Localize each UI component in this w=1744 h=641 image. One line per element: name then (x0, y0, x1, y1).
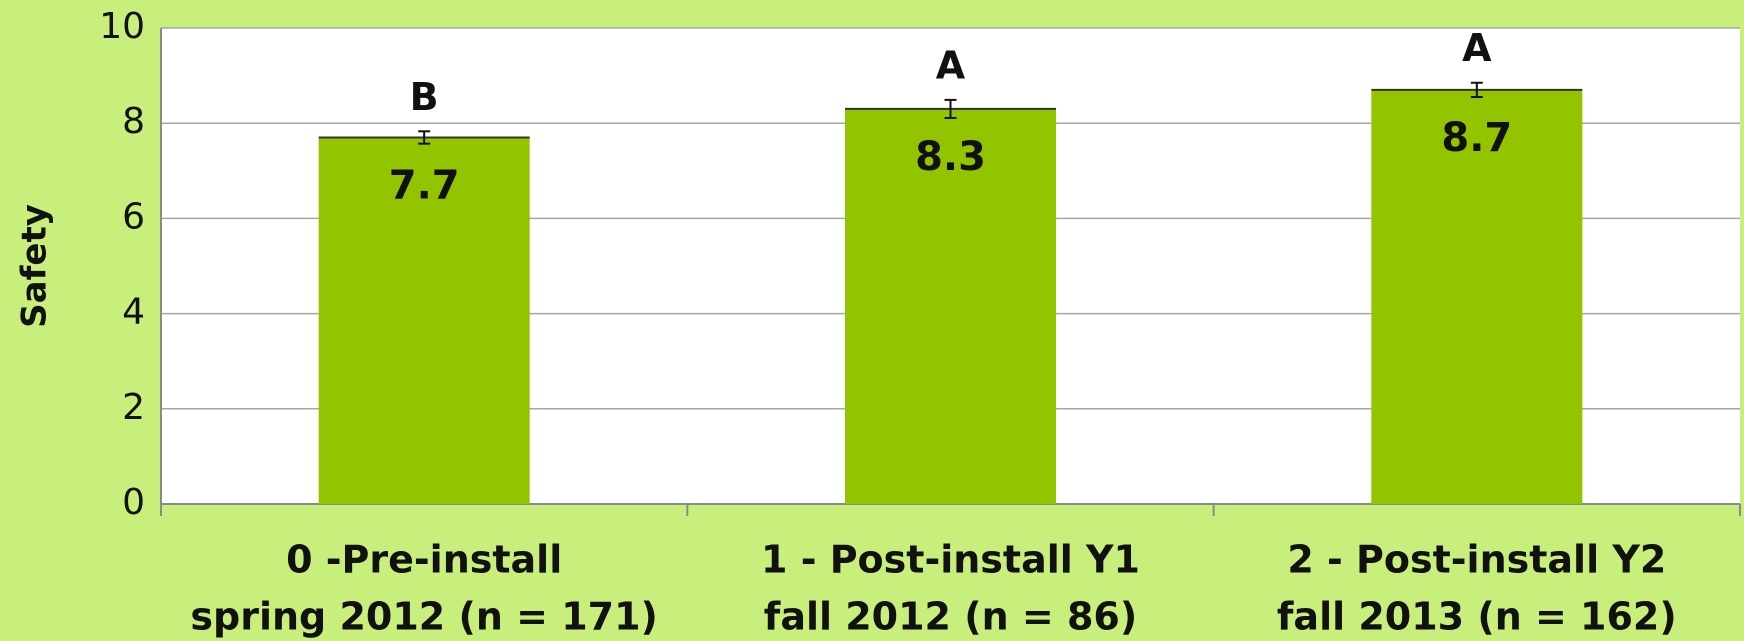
x-tick-label: spring 2012 (n = 171) (190, 595, 657, 639)
x-tick-label: 1 - Post-install Y1 (761, 538, 1140, 582)
y-axis-label: Safety (15, 204, 55, 328)
y-tick-label: 6 (122, 196, 145, 237)
error-bar (418, 130, 431, 145)
bar (318, 137, 530, 505)
x-tick-label: 0 -Pre-install (286, 538, 562, 582)
y-tick-label: 10 (99, 6, 145, 47)
annotation: A (936, 43, 966, 87)
bar (845, 108, 1056, 505)
x-tick-label: fall 2012 (n = 86) (764, 595, 1137, 639)
y-tick-label: 4 (122, 292, 145, 333)
value-label: 8.3 (915, 134, 986, 180)
y-tick-label: 8 (122, 101, 145, 142)
error-bar (1470, 81, 1483, 99)
value-label: 7.7 (389, 162, 460, 208)
annotation: B (410, 75, 439, 119)
bar (1371, 89, 1583, 504)
error-bar (944, 98, 957, 119)
x-tick-label: fall 2013 (n = 162) (1277, 595, 1677, 639)
y-tick-label: 0 (122, 482, 145, 523)
x-tick-label: 2 - Post-install Y2 (1287, 538, 1666, 582)
y-tick-label: 2 (122, 387, 145, 428)
value-label: 8.7 (1441, 115, 1512, 161)
annotation: A (1462, 26, 1492, 70)
